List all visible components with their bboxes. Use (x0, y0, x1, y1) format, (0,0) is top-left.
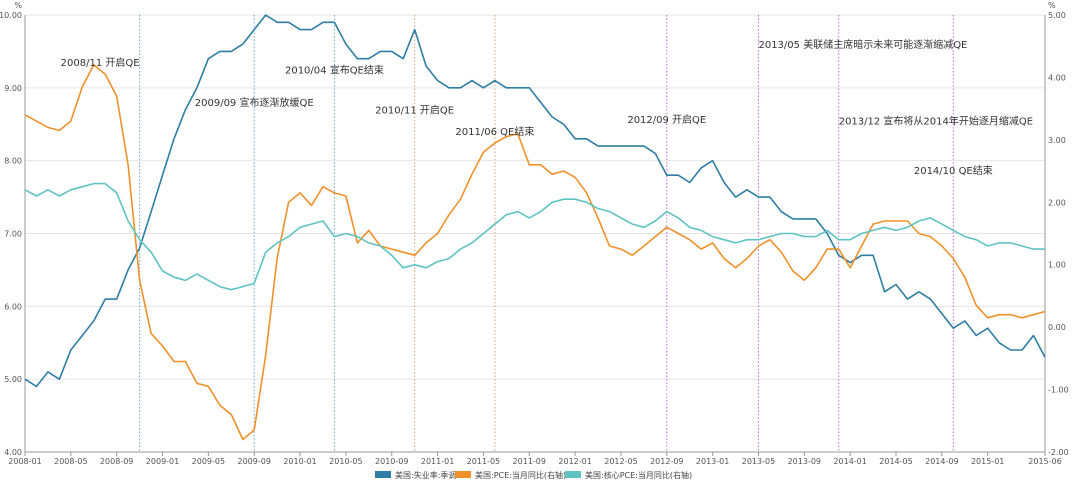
x-tick-label: 2015-06 (1028, 457, 1061, 466)
event-label: 2013/05 美联储主席暗示未来可能逐渐缩减QE (758, 38, 967, 51)
x-tick-label: 2011-05 (467, 457, 500, 466)
y-right-tick-label: 3.00 (1048, 136, 1066, 145)
event-label: 2008/11 开启QE (61, 56, 140, 69)
x-tick-label: 2013-05 (742, 457, 775, 466)
legend-swatch (455, 471, 471, 478)
x-tick-label: 2010-01 (283, 457, 316, 466)
x-tick-label: 2014-09 (925, 457, 958, 466)
y-right-tick-label: 0.00 (1048, 323, 1066, 332)
grid-layer (25, 14, 1045, 453)
x-tick-label: 2014-05 (879, 457, 912, 466)
x-tick-label: 2008-01 (8, 457, 41, 466)
x-tick-label: 2012-05 (604, 457, 637, 466)
event-label: 2014/10 QE结束 (914, 164, 993, 177)
series-line-3 (24, 182, 1045, 291)
y-left-tick-label: 5.00 (4, 375, 22, 384)
legend-item-1: 美国:失业率:季调 (375, 470, 456, 480)
y-right-tick-label: 5.00 (1048, 11, 1066, 20)
x-tick-label: 2012-09 (650, 457, 683, 466)
legend-item-2: 美国:PCE:当月同比(右轴) (455, 470, 566, 480)
event-layer (139, 15, 954, 452)
y-left-tick-label: 9.00 (4, 84, 22, 93)
x-tick-label: 2010-09 (375, 457, 408, 466)
x-tick-label: 2013-09 (788, 457, 821, 466)
x-tick-label: 2009-05 (192, 457, 225, 466)
y-left-tick-label: 4.00 (4, 448, 22, 457)
x-tick-label: 2015-01 (971, 457, 1004, 466)
x-tick-label: 2009-09 (237, 457, 270, 466)
series-line-2 (24, 64, 1046, 441)
y-left-tick-label: 6.00 (4, 302, 22, 311)
x-tick-label: 2010-05 (329, 457, 362, 466)
event-label: 2012/09 开启QE (627, 113, 706, 126)
y-right-tick-label: 4.00 (1048, 73, 1066, 82)
x-tick-label: 2013-01 (696, 457, 729, 466)
y-left-tick-label: 7.00 (4, 230, 22, 239)
y-left-unit: % (14, 1, 22, 10)
y-right-tick-label: 1.00 (1048, 261, 1066, 270)
x-tick-label: 2014-01 (833, 457, 866, 466)
legend-label: 美国:核心PCE:当月同比(右轴) (585, 470, 692, 480)
legend-item-3: 美国:核心PCE:当月同比(右轴) (565, 470, 692, 480)
legend-swatch (565, 471, 581, 478)
series-layer (24, 14, 1046, 441)
y-right-unit: % (1048, 1, 1056, 10)
x-tick-label: 2012-01 (558, 457, 591, 466)
y-right-tick-label: 2.00 (1048, 198, 1066, 207)
legend-label: 美国:PCE:当月同比(右轴) (475, 470, 566, 480)
y-right-tick-label: -2.00 (1048, 448, 1069, 457)
legend-swatch (375, 471, 391, 478)
x-tick-label: 2009-01 (146, 457, 179, 466)
legend: 美国:失业率:季调 美国:PCE:当月同比(右轴) 美国:核心PCE:当月同比(右轴… (375, 470, 692, 480)
y-right-tick-label: -1.00 (1048, 386, 1069, 395)
x-tick-label: 2008-05 (54, 457, 87, 466)
event-label: 2010/11 开启QE (375, 103, 454, 116)
legend-label: 美国:失业率:季调 (395, 470, 456, 480)
series-line-1 (24, 14, 1046, 388)
event-label: 2010/04 宣布QE结束 (285, 63, 384, 76)
axis-layer: 4.00 5.00 6.00 7.00 8.00 9.00 10.00 -2.00 -1.00 0… (0, 1, 1069, 466)
event-label: 2009/09 宣布逐渐放缓QE (195, 96, 314, 109)
event-label: 2011/06 QE结束 (455, 125, 534, 138)
x-tick-label: 2011-01 (421, 457, 454, 466)
x-tick-label: 2011-09 (513, 457, 546, 466)
annotation-layer: 2008/11 开启QE 2009/09 宣布逐渐放缓QE 2010/04 宣布QE… (61, 38, 1033, 177)
event-label: 2013/12 宣布将从2014年开始逐月缩减QE (839, 114, 1033, 127)
y-left-tick-label: 10.00 (0, 11, 22, 20)
y-left-tick-label: 8.00 (4, 157, 22, 166)
x-tick-label: 2008-09 (100, 457, 133, 466)
